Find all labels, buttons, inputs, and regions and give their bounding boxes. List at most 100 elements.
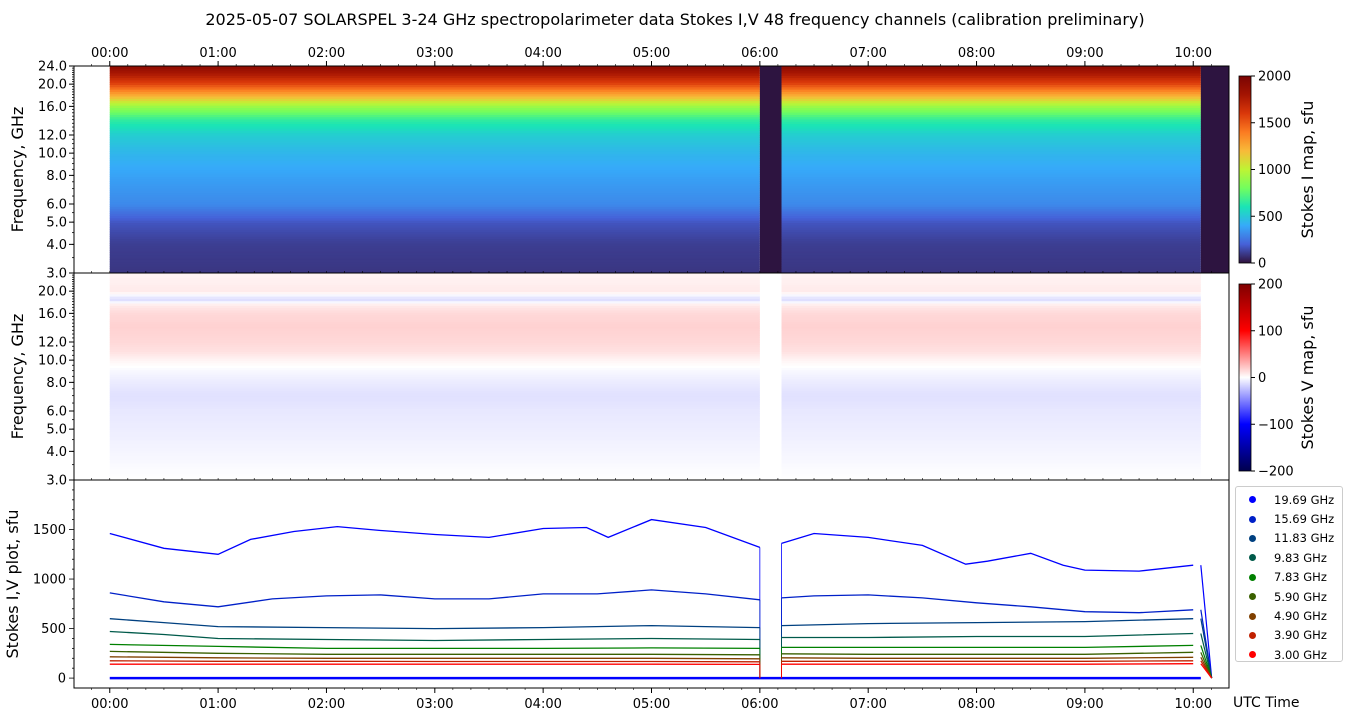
stokes-i-cell [781,266,1201,269]
stokes-v-cell [109,440,760,444]
stokes-v-cell [109,348,760,352]
stokes-i-cell [781,158,1201,161]
stokes-v-cell [109,298,760,302]
stokes-v-cell [781,459,1201,463]
stokes-i-cell [109,197,760,200]
stokes-i-cell [109,185,760,189]
legend-item: 7.83 GHz [1236,568,1342,587]
stokes-i-cell [781,128,1201,131]
series-line [781,660,1194,662]
legend-label: 7.83 GHz [1274,570,1327,585]
stokes-v-cell [781,309,1201,313]
stokes-v-cell [109,293,760,297]
stokes-v-cell [781,378,1201,382]
stokes-v-cell [781,298,1201,302]
stokes-v-cell [781,337,1201,341]
series-end-drop [1200,633,1213,679]
stokes-i-cell [109,245,760,249]
stokes-v-cell [109,473,760,476]
stokes-i-cell [109,160,760,164]
stokes-v-cell [109,385,760,389]
stokes-i-cell [109,268,760,272]
series-line [781,632,1194,639]
stokes-i-cell [109,89,760,92]
bottom-time-label: 03:00 [416,697,453,712]
stokes-v-cell [781,447,1201,451]
stokes-v-cell [781,277,1201,281]
legend-label: 9.83 GHz [1274,550,1327,565]
stokes-i-cell [781,187,1201,191]
stokes-i-cell [109,102,760,106]
stokes-i-cell [781,148,1201,152]
stokes-i-cell [781,84,1201,88]
stokes-i-cell [781,231,1201,235]
bottom-time-label: 09:00 [1066,697,1103,712]
stokes-i-cell [781,66,1201,69]
top-time-label: 06:00 [741,46,778,61]
stokes-i-cell [109,238,760,242]
stokes-v-cell [109,302,760,306]
stokes-v-cell [109,383,760,387]
stokes-v-cell [109,436,760,440]
stokes-i-cell [109,206,760,210]
stokes-v-ytick-label: 12.0 [38,336,67,351]
stokes-i-ytick-label: 3.0 [46,267,67,282]
stokes-i-cell [109,70,760,74]
stokes-i-cell [109,250,760,253]
stokes-v-cell [781,279,1201,283]
top-time-label: 10:00 [1175,46,1212,61]
stokes-i-cell [109,109,760,113]
stokes-v-cell [781,470,1201,474]
stokes-v-cell [781,397,1201,401]
stokes-i-cell [109,254,760,258]
stokes-v-cell [781,365,1201,368]
stokes-v-cell [109,394,760,398]
stokes-i-cell [109,169,760,173]
stokes-v-cell [109,319,760,322]
stokes-v-cell [109,457,760,460]
stokes-i-ytick-label: 5.0 [46,216,67,231]
stokes-v-cell [781,413,1201,417]
stokes-v-cell [781,436,1201,440]
stokes-i-cell [781,194,1201,198]
stokes-v-cell [109,275,760,279]
stokes-v-cell [781,284,1201,288]
stokes-i-cell [109,151,760,154]
stokes-i-cell [781,68,1201,72]
stokes-i-cell [781,100,1201,104]
stokes-v-panel: 3.0 4.0 5.0 6.0 8.0 10.0 12.0 16.0 20.0 Frequency… [8,272,1230,489]
stokes-i-cell [781,91,1201,95]
stokes-i-cell [781,141,1201,145]
bottom-time-label: 01:00 [199,697,236,712]
stokes-i-cell [109,183,760,187]
stokes-v-cell [109,337,760,341]
stokes-v-cell [781,323,1201,327]
stokes-i-cell [109,107,760,111]
stokes-i-cell [109,204,760,207]
stokes-v-cell [109,321,760,325]
stokes-i-cell [109,112,760,115]
stokes-v-cell [109,415,760,419]
stokes-v-cell [781,411,1201,414]
stokes-v-cell [109,411,760,414]
stokes-i-cell [781,107,1201,111]
stokes-iv-plot-panel: 0 500 1000 1500 Stokes I,V plot, sfu [3,479,1230,689]
top-time-label: 08:00 [958,46,995,61]
stokes-v-cell [109,309,760,313]
stokes-v-cell [109,305,760,309]
stokes-i-cell [781,160,1201,164]
stokes-v-cell [109,316,760,320]
stokes-v-cell [109,450,760,453]
stokes-v-ylabel: Frequency, GHz [8,314,27,440]
stokes-i-cell [109,227,760,230]
stokes-v-cell [109,413,760,417]
stokes-i-cell [109,240,760,244]
stokes-i-cell [109,229,760,233]
stokes-i-cell [109,135,760,138]
stokes-i-cell [781,164,1201,168]
stokes-i-cell [109,178,760,182]
stokes-v-cell [781,466,1201,470]
stokes-i-cell [109,213,760,217]
stokes-v-cell [109,291,760,295]
stokes-v-cell [781,335,1201,338]
